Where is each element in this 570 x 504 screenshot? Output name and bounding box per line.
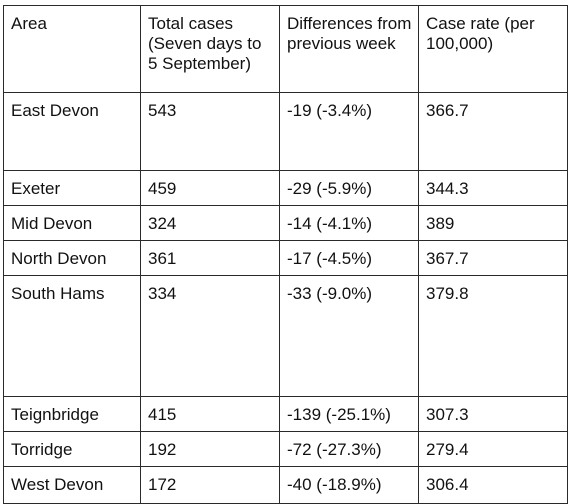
cell-area: East Devon [3, 92, 141, 171]
cell-difference: -17 (-4.5%) [279, 240, 419, 276]
cell-area: Exeter [3, 170, 141, 206]
cell-difference: -29 (-5.9%) [279, 170, 419, 206]
header-case-rate: Case rate (per 100,000) [418, 5, 568, 93]
cell-case-rate: 307.3 [418, 396, 568, 432]
cell-case-rate: 367.7 [418, 240, 568, 276]
cell-total-cases: 172 [140, 466, 280, 504]
cell-total-cases: 324 [140, 205, 280, 241]
cell-area: Torridge [3, 431, 141, 467]
table-row: South Hams 334 -33 (-9.0%) 379.8 [3, 275, 568, 397]
cell-difference: -139 (-25.1%) [279, 396, 419, 432]
table-row: Teignbridge 415 -139 (-25.1%) 307.3 [3, 396, 568, 432]
cell-total-cases: 334 [140, 275, 280, 397]
cell-total-cases: 192 [140, 431, 280, 467]
cell-area: West Devon [3, 466, 141, 504]
cell-area: Teignbridge [3, 396, 141, 432]
header-differences: Differences from previous week [279, 5, 419, 93]
cell-case-rate: 279.4 [418, 431, 568, 467]
cell-difference: -40 (-18.9%) [279, 466, 419, 504]
header-area: Area [3, 5, 141, 93]
table-row: Exeter 459 -29 (-5.9%) 344.3 [3, 170, 568, 206]
cell-area: North Devon [3, 240, 141, 276]
cell-difference: -14 (-4.1%) [279, 205, 419, 241]
cell-total-cases: 361 [140, 240, 280, 276]
cell-case-rate: 389 [418, 205, 568, 241]
data-table: Area Total cases (Seven days to 5 Septem… [3, 5, 568, 504]
cell-case-rate: 306.4 [418, 466, 568, 504]
table-header-row: Area Total cases (Seven days to 5 Septem… [3, 5, 568, 93]
cell-area: South Hams [3, 275, 141, 397]
cell-difference: -72 (-27.3%) [279, 431, 419, 467]
table-row: West Devon 172 -40 (-18.9%) 306.4 [3, 466, 568, 504]
header-total-cases: Total cases (Seven days to 5 September) [140, 5, 280, 93]
table-row: North Devon 361 -17 (-4.5%) 367.7 [3, 240, 568, 276]
cell-total-cases: 543 [140, 92, 280, 171]
table-row: East Devon 543 -19 (-3.4%) 366.7 [3, 92, 568, 171]
cell-area: Mid Devon [3, 205, 141, 241]
cell-difference: -33 (-9.0%) [279, 275, 419, 397]
table-row: Mid Devon 324 -14 (-4.1%) 389 [3, 205, 568, 241]
cell-case-rate: 366.7 [418, 92, 568, 171]
cell-case-rate: 344.3 [418, 170, 568, 206]
cell-total-cases: 459 [140, 170, 280, 206]
cell-total-cases: 415 [140, 396, 280, 432]
table-row: Torridge 192 -72 (-27.3%) 279.4 [3, 431, 568, 467]
cell-difference: -19 (-3.4%) [279, 92, 419, 171]
cell-case-rate: 379.8 [418, 275, 568, 397]
